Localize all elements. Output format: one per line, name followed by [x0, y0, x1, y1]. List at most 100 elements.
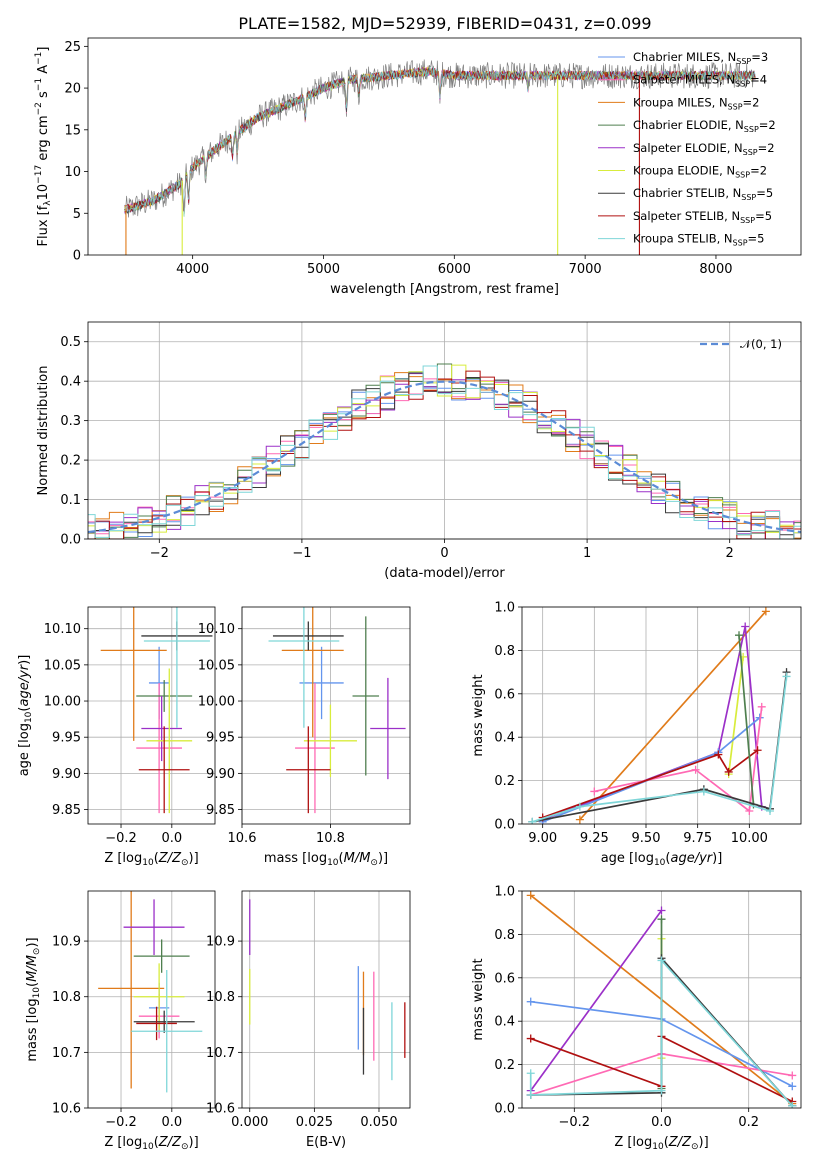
label-part: Kroupa STELIB, N — [633, 232, 733, 246]
x-tick-label: 5000 — [307, 262, 340, 277]
x-tick-label: 0.0 — [651, 1115, 672, 1130]
y-tick-label: 10.10 — [198, 622, 235, 637]
spectrum-frame — [87, 37, 802, 256]
label-part: Salpeter ELODIE, N — [633, 141, 743, 155]
label-part: −1 — [34, 78, 44, 91]
label-part: =3 — [751, 50, 768, 64]
label-part: Z [log — [104, 851, 142, 866]
label-part: erg cm — [36, 115, 51, 164]
x-tick-label: 7000 — [569, 262, 602, 277]
y-axis-label: age [log10(age/yr)] — [17, 655, 34, 777]
plot-area — [268, 607, 406, 814]
y-axis-label: Flux [fλ10−17 erg cm−2 s−1 A−1] — [34, 47, 53, 247]
y-tick-label: 10.7 — [52, 1046, 81, 1061]
label-part: A — [36, 65, 51, 78]
residuals-frame — [87, 321, 802, 540]
x-axis-label: mass [log10(M/M⊙)] — [264, 851, 388, 868]
label-part: =2 — [750, 164, 767, 178]
weight_vs_age-frame — [521, 606, 802, 825]
x-tick-label: 0.0 — [161, 1115, 182, 1130]
label-part: ( — [665, 851, 670, 866]
label-part: −1 — [34, 52, 44, 65]
normal-reference-curve — [88, 380, 801, 534]
y-tick-label: 10 — [64, 165, 81, 180]
weight-marker — [782, 672, 791, 681]
x-tick-label: 2 — [726, 546, 734, 561]
weight-marker — [575, 815, 584, 824]
plot-area — [526, 891, 797, 1108]
y-tick-label: 0.6 — [494, 971, 515, 986]
label-part: ( — [154, 851, 159, 866]
y-tick-label: 5 — [73, 207, 81, 222]
label-part: 10 — [36, 184, 51, 201]
label-part: SSP — [735, 80, 750, 89]
weight-marker — [788, 1082, 797, 1091]
label-part: SSP — [744, 125, 759, 134]
x-axis-label: Z [log10(Z/Z⊙)] — [104, 851, 198, 868]
x-tick-label: 1 — [583, 546, 591, 561]
label-part: )] — [189, 1135, 199, 1150]
age_vs_Z-panel: −0.2 0.0 9.85 9.90 9.95 10.00 10.05 10.10 Z [log… — [17, 606, 216, 868]
label-part: age [log — [601, 851, 654, 866]
label-part: =5 — [755, 209, 772, 223]
legend-label: Kroupa MILES, NSSP=2 — [633, 95, 759, 111]
mass_vs_ebv-frame — [241, 890, 411, 1109]
y-tick-label: 1.0 — [494, 601, 515, 616]
label-part: =5 — [756, 186, 773, 200]
y-tick-label: 0.0 — [494, 818, 515, 833]
legend-label: Kroupa STELIB, NSSP=5 — [633, 232, 764, 248]
residual-histogram — [88, 365, 801, 539]
y-tick-label: 1.0 — [494, 885, 515, 900]
model-spectrum — [124, 66, 756, 217]
label-part: Z [log — [614, 1135, 652, 1150]
y-tick-label: 20 — [64, 82, 81, 97]
weight-marker — [753, 746, 762, 755]
x-tick-label: 6000 — [438, 262, 471, 277]
weight-line — [579, 610, 767, 821]
label-part: ⊙ — [370, 858, 378, 868]
y-tick-label: 25 — [64, 40, 81, 55]
weight-marker — [766, 806, 774, 815]
weight-marker — [788, 1071, 797, 1080]
plot-area — [88, 363, 801, 539]
label-part: Z/Z — [668, 1135, 692, 1150]
weight-marker — [714, 750, 723, 759]
label-part: age/yr — [670, 851, 713, 866]
y-tick-label: 0.4 — [494, 731, 515, 746]
y-tick-label: 10.8 — [52, 990, 81, 1005]
x-tick-label: 9.75 — [683, 831, 712, 846]
label-part: SSP — [733, 239, 748, 248]
y-tick-label: 9.85 — [206, 803, 235, 818]
weight_vs_Z-frame — [521, 890, 802, 1109]
y-tick-label: 0.0 — [60, 533, 81, 548]
x-tick-label: 0.025 — [296, 1115, 333, 1130]
label-part: age/yr — [17, 663, 32, 706]
y-axis-label: mass weight — [471, 958, 486, 1040]
label-part: )] — [25, 937, 40, 947]
label-part: 10 — [327, 858, 339, 868]
age_vs_mass-panel: 10.6 10.8 9.85 9.90 9.95 10.00 10.05 10.10 mass … — [198, 606, 411, 868]
label-part: mass weight — [471, 958, 486, 1040]
x-tick-label: −0.2 — [105, 1115, 137, 1130]
label-part: )] — [17, 655, 32, 665]
plot-area — [124, 59, 756, 255]
weight-line — [530, 910, 663, 1092]
weight-marker — [741, 622, 750, 631]
residual-histogram — [88, 370, 801, 539]
y-tick-label: 10.6 — [52, 1102, 81, 1117]
weight-marker — [526, 1034, 535, 1043]
label-part: ( — [25, 982, 40, 987]
label-part: Chabrier STELIB, N — [633, 186, 741, 200]
x-tick-label: 0.050 — [360, 1115, 397, 1130]
y-tick-label: 0.2 — [494, 774, 515, 789]
y-tick-label: 10.8 — [206, 990, 235, 1005]
weight-marker — [735, 631, 743, 640]
weight-marker — [691, 765, 700, 774]
y-tick-label: 9.85 — [52, 803, 81, 818]
x-tick-label: 0.000 — [231, 1115, 268, 1130]
label-part: ⊙ — [691, 1142, 699, 1152]
label-part: ] — [36, 47, 51, 52]
legend-label: Salpeter MILES, NSSP=4 — [633, 73, 767, 89]
label-part: =2 — [743, 95, 760, 109]
x-axis-label: Z [log10(Z/Z⊙)] — [104, 1135, 198, 1152]
